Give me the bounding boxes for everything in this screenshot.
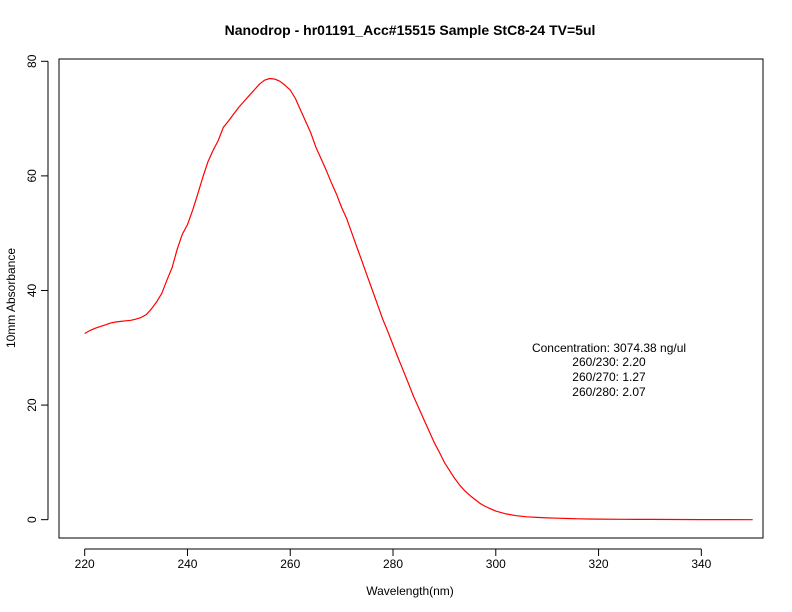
x-tick-label: 340 — [691, 557, 711, 571]
ratio-260-280-annotation: 260/280: 2.07 — [572, 385, 646, 399]
absorbance-series-line — [84, 77, 753, 521]
x-tick-label: 240 — [177, 557, 197, 571]
ratio-260-270-annotation: 260/270: 1.27 — [572, 370, 646, 384]
chart-title: Nanodrop - hr01191_Acc#15515 Sample StC8… — [225, 22, 596, 38]
y-tick-label: 0 — [25, 516, 39, 523]
y-axis-label: 10mm Absorbance — [4, 248, 18, 348]
x-tick-label: 320 — [589, 557, 609, 571]
x-axis: 220 240 260 280 300 320 340 — [75, 548, 712, 571]
y-tick-label: 40 — [25, 283, 39, 297]
x-tick-label: 280 — [383, 557, 403, 571]
x-tick-label: 300 — [486, 557, 506, 571]
plot-frame — [58, 58, 764, 539]
x-tick-label: 220 — [75, 557, 95, 571]
y-axis: 0 20 40 60 80 — [25, 54, 49, 523]
ratio-260-230-annotation: 260/230: 2.20 — [572, 355, 646, 369]
x-axis-label: Wavelength(nm) — [366, 584, 454, 598]
concentration-annotation: Concentration: 3074.38 ng/ul — [532, 341, 686, 355]
annotation-block: Concentration: 3074.38 ng/ul 260/230: 2.… — [532, 341, 686, 399]
series-layer — [84, 77, 753, 521]
x-tick-label: 260 — [280, 557, 300, 571]
y-tick-label: 20 — [25, 398, 39, 412]
y-tick-label: 60 — [25, 169, 39, 183]
y-tick-label: 80 — [25, 54, 39, 68]
